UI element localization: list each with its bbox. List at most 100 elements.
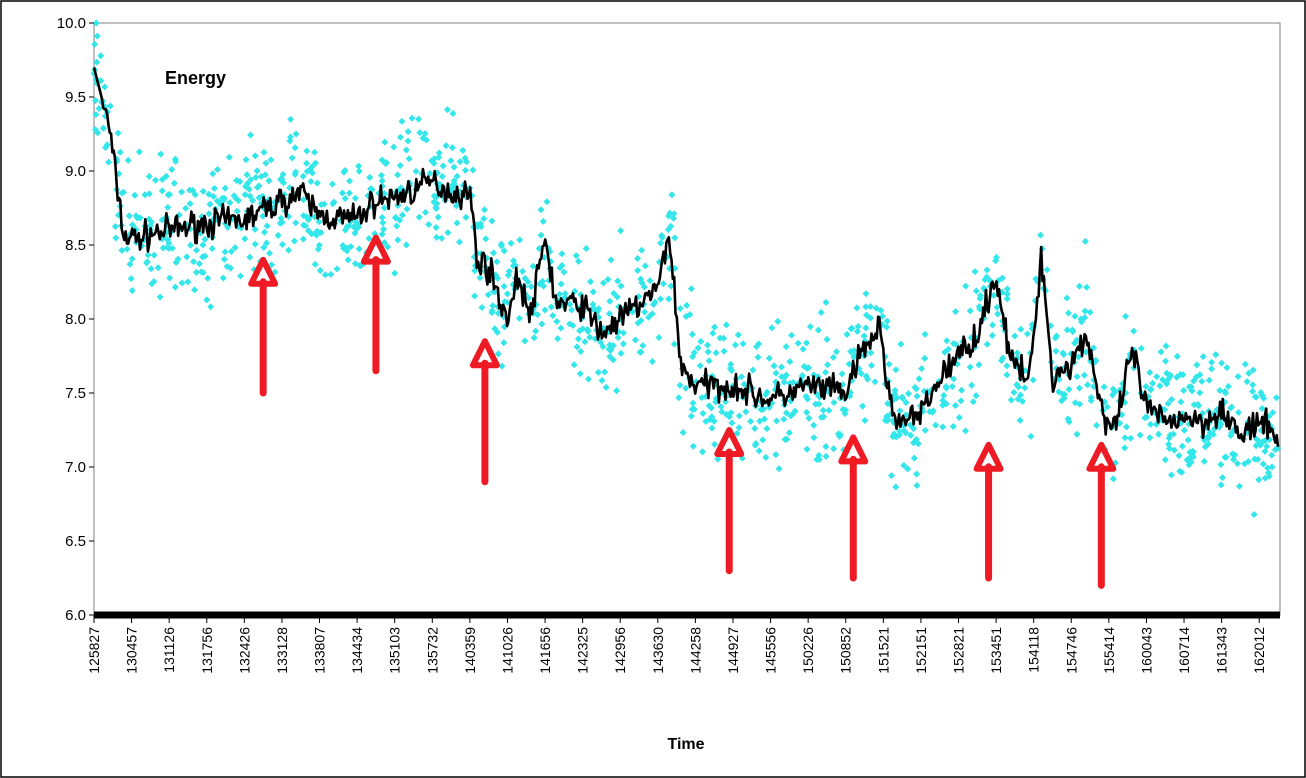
scatter-point	[1264, 469, 1272, 477]
scatter-point	[1177, 398, 1185, 406]
scatter-point	[448, 144, 456, 152]
x-tick-label: 144258	[687, 627, 703, 674]
scatter-point	[1027, 432, 1035, 440]
scatter-point	[1175, 452, 1183, 460]
scatter-point	[432, 223, 440, 231]
scatter-point	[902, 399, 910, 407]
arrow-head	[714, 427, 745, 457]
scatter-point	[558, 250, 566, 258]
scatter-point	[634, 266, 642, 274]
arrow-head	[469, 338, 500, 369]
scatter-point	[184, 278, 192, 286]
scatter-point	[988, 332, 996, 340]
scatter-point	[141, 191, 149, 199]
scatter-point	[355, 162, 363, 170]
scatter-point	[223, 262, 231, 270]
scatter-point	[1217, 481, 1225, 489]
scatter-point	[403, 205, 411, 213]
scatter-point	[350, 223, 358, 231]
x-tick-label: 145556	[763, 627, 779, 674]
scatter-point	[755, 340, 763, 348]
scatter-point	[500, 339, 508, 347]
scatter-point	[751, 425, 759, 433]
scatter-point	[189, 186, 197, 194]
x-tick-label: 141026	[499, 627, 515, 674]
scatter-point	[657, 239, 665, 247]
scatter-point	[263, 222, 271, 230]
scatter-point	[338, 189, 346, 197]
scatter-point	[572, 252, 580, 260]
scatter-point	[902, 429, 910, 437]
scatter-point	[291, 170, 299, 178]
scatter-point	[171, 283, 179, 291]
scatter-point	[128, 255, 136, 263]
scatter-point	[817, 309, 825, 317]
scatter-point	[1156, 382, 1164, 390]
scatter-point	[711, 323, 719, 331]
scatter-point	[168, 165, 176, 173]
scatter-point	[1092, 356, 1100, 364]
scatter-point	[1269, 409, 1277, 417]
scatter-point	[972, 287, 980, 295]
up-arrow-icon	[469, 338, 500, 486]
scatter-point	[814, 326, 822, 334]
scatter-point	[733, 429, 741, 437]
scatter-point	[1223, 364, 1231, 372]
scatter-point	[507, 239, 515, 247]
scatter-point	[910, 425, 918, 433]
scatter-point	[1228, 450, 1236, 458]
scatter-point	[129, 221, 137, 229]
scatter-point	[871, 378, 879, 386]
scatter-point	[279, 171, 287, 179]
scatter-point	[1234, 372, 1242, 380]
scatter-point	[912, 385, 920, 393]
scatter-point	[199, 187, 207, 195]
scatter-point	[114, 129, 122, 137]
scatter-point	[862, 324, 870, 332]
scatter-point	[879, 312, 887, 320]
scatter-point	[704, 348, 712, 356]
scatter-point	[939, 397, 947, 405]
scatter-point	[802, 392, 810, 400]
scatter-point	[488, 307, 496, 315]
scatter-point	[519, 267, 527, 275]
scatter-point	[829, 353, 837, 361]
scatter-point	[314, 227, 322, 235]
scatter-point	[500, 247, 508, 255]
scatter-point	[1063, 294, 1071, 302]
scatter-point	[380, 204, 388, 212]
scatter-point	[696, 362, 704, 370]
scatter-point	[613, 293, 621, 301]
scatter-point	[1073, 373, 1081, 381]
scatter-point	[553, 318, 561, 326]
scatter-point	[1003, 371, 1011, 379]
scatter-point	[656, 295, 664, 303]
scatter-point	[1249, 381, 1257, 389]
scatter-point	[128, 287, 136, 295]
scatter-point	[1087, 393, 1095, 401]
scatter-point	[500, 282, 508, 290]
scatter-point	[942, 382, 950, 390]
scatter-point	[735, 412, 743, 420]
scatter-point	[883, 323, 891, 331]
scatter-point	[1196, 389, 1204, 397]
scatter-point	[339, 241, 347, 249]
scatter-point	[687, 285, 695, 293]
scatter-point	[260, 148, 268, 156]
scatter-point	[742, 408, 750, 416]
scatter-point	[690, 405, 698, 413]
scatter-point	[299, 172, 307, 180]
energy-smoothed-line	[92, 67, 1280, 447]
scatter-point	[913, 392, 921, 400]
scatter-point	[667, 222, 675, 230]
scatter-point	[1249, 366, 1257, 374]
scatter-point	[430, 192, 438, 200]
scatter-point	[408, 114, 416, 122]
scatter-point	[768, 324, 776, 332]
y-axis: 10.0 9.5 9.0 8.5 8.0 7.5 7.0 6.5 6.0	[57, 15, 94, 624]
scatter-point	[1245, 369, 1253, 377]
scatter-point	[574, 335, 582, 343]
scatter-point	[962, 282, 970, 290]
scatter-point	[344, 256, 352, 264]
scatter-point	[380, 239, 388, 247]
